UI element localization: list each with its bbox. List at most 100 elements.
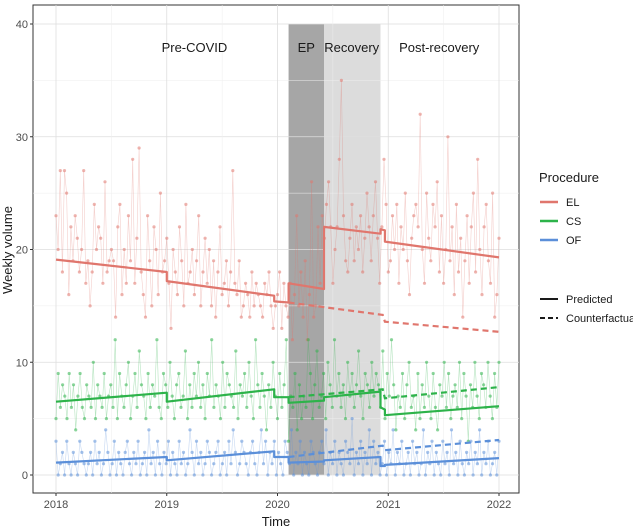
weekly-point-cs bbox=[394, 428, 398, 432]
weekly-point-el bbox=[301, 315, 305, 319]
weekly-point-of bbox=[320, 439, 324, 443]
weekly-point-el bbox=[376, 236, 380, 240]
weekly-point-cs bbox=[218, 417, 223, 421]
weekly-point-cs bbox=[258, 405, 262, 409]
phase-label-ep: EP bbox=[298, 40, 315, 55]
weekly-point-el bbox=[86, 259, 90, 263]
y-axis-title: Weekly volume bbox=[0, 206, 15, 294]
weekly-point-cs bbox=[118, 371, 122, 376]
weekly-point-of bbox=[93, 439, 97, 443]
weekly-line-of bbox=[55, 418, 500, 476]
weekly-point-of bbox=[54, 439, 58, 443]
weekly-point-of bbox=[324, 428, 328, 432]
weekly-point-cs bbox=[381, 349, 385, 353]
weekly-point-of bbox=[227, 439, 231, 443]
weekly-point-of bbox=[350, 417, 354, 421]
weekly-point-el bbox=[397, 281, 401, 285]
weekly-point-of bbox=[279, 462, 283, 466]
weekly-point-cs bbox=[313, 383, 317, 387]
weekly-point-of bbox=[175, 473, 179, 477]
weekly-point-el bbox=[469, 225, 473, 229]
weekly-point-cs bbox=[350, 371, 354, 376]
weekly-point-of bbox=[443, 462, 447, 466]
weekly-point-of bbox=[369, 473, 374, 477]
weekly-point-of bbox=[467, 462, 471, 466]
weekly-point-cs bbox=[232, 405, 236, 409]
weekly-point-el bbox=[474, 270, 478, 274]
weekly-point-cs bbox=[196, 360, 201, 364]
weekly-point-of bbox=[281, 473, 285, 477]
weekly-point-el bbox=[171, 247, 175, 252]
weekly-point-el bbox=[371, 214, 375, 218]
weekly-point-el bbox=[229, 270, 233, 274]
weekly-point-el bbox=[180, 259, 184, 263]
weekly-point-el bbox=[62, 169, 67, 173]
weekly-point-el bbox=[459, 236, 463, 240]
weekly-point-el bbox=[184, 202, 188, 206]
weekly-point-cs bbox=[96, 383, 100, 387]
weekly-point-cs bbox=[210, 338, 214, 342]
weekly-point-el bbox=[378, 281, 382, 285]
weekly-point-cs bbox=[85, 383, 89, 387]
weekly-point-cs bbox=[256, 383, 260, 387]
weekly-point-el bbox=[324, 202, 329, 206]
weekly-point-el bbox=[67, 293, 71, 297]
weekly-point-cs bbox=[100, 405, 104, 409]
weekly-point-cs bbox=[440, 394, 444, 398]
weekly-point-cs bbox=[442, 360, 446, 364]
weekly-point-of bbox=[240, 439, 244, 443]
weekly-point-el bbox=[165, 236, 169, 240]
weekly-point-cs bbox=[398, 405, 402, 409]
weekly-point-cs bbox=[339, 405, 343, 409]
weekly-point-el bbox=[425, 191, 429, 195]
weekly-point-of bbox=[391, 428, 395, 432]
weekly-point-of bbox=[266, 473, 270, 477]
weekly-point-cs bbox=[269, 405, 273, 409]
weekly-point-el bbox=[339, 78, 343, 82]
weekly-point-el bbox=[263, 281, 267, 285]
weekly-point-of bbox=[153, 473, 157, 477]
weekly-point-el bbox=[271, 326, 275, 330]
weekly-point-cs bbox=[148, 405, 152, 409]
weekly-point-of bbox=[452, 462, 456, 466]
weekly-point-cs bbox=[212, 405, 216, 409]
weekly-point-cs bbox=[124, 383, 128, 387]
weekly-point-cs bbox=[161, 371, 166, 376]
weekly-point-cs bbox=[486, 360, 490, 364]
weekly-point-el bbox=[314, 304, 318, 308]
weekly-point-cs bbox=[69, 405, 73, 409]
weekly-point-of bbox=[473, 450, 477, 454]
weekly-point-el bbox=[239, 315, 243, 319]
weekly-point-cs bbox=[473, 360, 477, 364]
y-tick-label: 10 bbox=[16, 357, 28, 369]
weekly-point-el bbox=[146, 214, 150, 218]
weekly-point-el bbox=[248, 315, 252, 319]
weekly-point-el bbox=[235, 293, 239, 297]
weekly-point-of bbox=[372, 439, 376, 443]
weekly-point-cs bbox=[271, 360, 275, 364]
weekly-point-el bbox=[128, 259, 133, 263]
weekly-point-el bbox=[261, 315, 265, 319]
weekly-point-of bbox=[471, 473, 475, 477]
weekly-point-cs bbox=[113, 338, 117, 342]
weekly-point-of bbox=[130, 473, 134, 477]
weekly-point-cs bbox=[192, 371, 196, 376]
y-tick-label: 30 bbox=[16, 132, 28, 144]
weekly-point-of bbox=[114, 473, 119, 477]
weekly-point-cs bbox=[122, 405, 126, 409]
weekly-point-of bbox=[89, 450, 93, 454]
predicted-line-of bbox=[55, 450, 500, 468]
weekly-point-el bbox=[446, 135, 450, 139]
weekly-point-el bbox=[99, 236, 103, 240]
weekly-point-el bbox=[156, 293, 160, 297]
weekly-point-of bbox=[223, 450, 227, 454]
weekly-point-cs bbox=[477, 417, 481, 421]
weekly-point-of bbox=[480, 473, 484, 477]
weekly-point-cs bbox=[436, 428, 440, 432]
weekly-point-el bbox=[467, 281, 471, 285]
weekly-point-of bbox=[253, 462, 257, 466]
weekly-point-el bbox=[258, 304, 263, 308]
weekly-point-of bbox=[145, 473, 149, 477]
weekly-point-of bbox=[460, 462, 464, 466]
